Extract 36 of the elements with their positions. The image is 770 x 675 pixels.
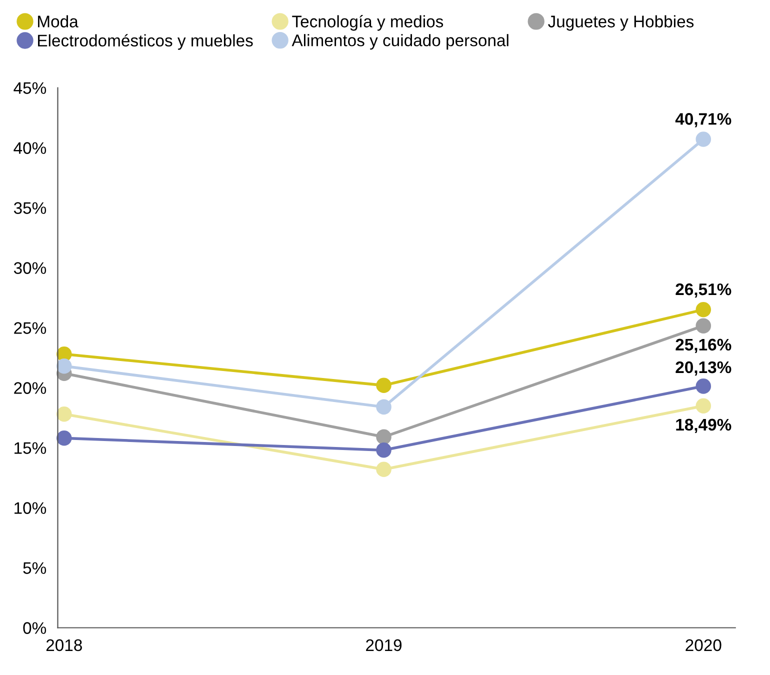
- y-tick-label: 25%: [14, 322, 46, 334]
- legend-label: Alimentos y cuidado personal: [292, 34, 508, 50]
- y-tick-label: 35%: [14, 202, 46, 214]
- point: [376, 429, 392, 445]
- y-tick-label: 0%: [23, 622, 46, 634]
- data-label: 25,16%: [676, 338, 732, 353]
- point: [696, 132, 712, 147]
- point: [376, 442, 392, 458]
- point: [376, 399, 392, 415]
- point: [376, 462, 392, 477]
- y-tick-label: 45%: [14, 82, 46, 94]
- x-tick-label: 2019: [366, 639, 402, 652]
- y-tick-label: 15%: [14, 442, 46, 454]
- legend-label: Moda: [38, 15, 78, 28]
- y-tick-label: 20%: [14, 382, 46, 394]
- data-label: 18,49%: [676, 418, 732, 434]
- point: [696, 398, 712, 414]
- legend-label: Juguetes y Hobbies: [548, 15, 694, 31]
- point: [56, 358, 72, 374]
- y-tick-label: 10%: [14, 502, 46, 514]
- point: [56, 406, 72, 422]
- x-tick-label: 2020: [686, 639, 722, 652]
- data-label: 20,13%: [676, 361, 732, 376]
- point: [56, 430, 72, 446]
- y-tick-label: 40%: [14, 142, 46, 154]
- point: [376, 378, 392, 393]
- y-tick-label: 30%: [14, 262, 46, 274]
- data-label: 40,71%: [675, 113, 732, 128]
- legend-label: Tecnología y medios: [292, 15, 444, 31]
- y-tick-label: 5%: [23, 562, 46, 574]
- point: [696, 378, 712, 394]
- x-tick-label: 2018: [46, 639, 82, 652]
- point: [696, 302, 712, 318]
- data-label: 26,51%: [676, 283, 732, 298]
- legend-label: Electrodomésticos y muebles: [38, 34, 253, 50]
- point: [696, 318, 712, 334]
